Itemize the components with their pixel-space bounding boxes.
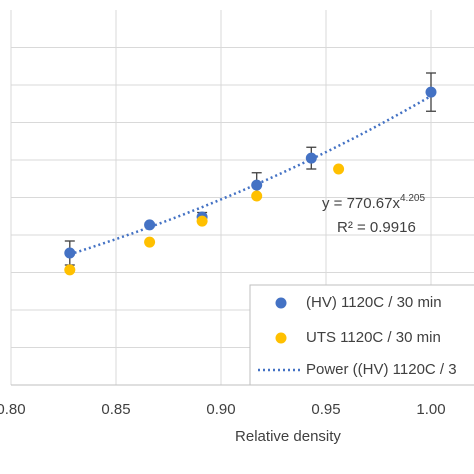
- point: [196, 215, 208, 227]
- equation-text: y = 770.67x: [322, 195, 400, 212]
- point: [144, 219, 156, 231]
- point: [251, 190, 263, 202]
- point: [64, 264, 76, 276]
- equation-exponent: 4.205: [400, 193, 425, 204]
- equation: y = 770.67x4.205: [322, 193, 425, 212]
- x-tick-label: 0.80: [0, 401, 26, 418]
- x-tick-label: 1.00: [416, 401, 445, 418]
- x-tick-label: 0.95: [311, 401, 340, 418]
- point: [64, 247, 76, 259]
- point: [333, 163, 345, 175]
- legend-marker: [275, 297, 287, 309]
- r-squared: R² = 0.9916: [337, 219, 416, 236]
- legend-marker: [275, 332, 287, 344]
- legend-label: (HV) 1120C / 30 min: [306, 294, 442, 311]
- point: [251, 179, 263, 191]
- trendline: [69, 94, 432, 256]
- point: [305, 152, 317, 164]
- x-tick-label: 0.90: [206, 401, 235, 418]
- x-tick-label: 0.85: [101, 401, 130, 418]
- legend-label: Power ((HV) 1120C / 3: [306, 361, 457, 378]
- legend-box: [249, 284, 474, 386]
- x-axis-title: Relative density: [235, 428, 341, 445]
- point: [425, 86, 437, 98]
- point: [144, 236, 156, 248]
- legend-label: UTS 1120C / 30 min: [306, 329, 441, 346]
